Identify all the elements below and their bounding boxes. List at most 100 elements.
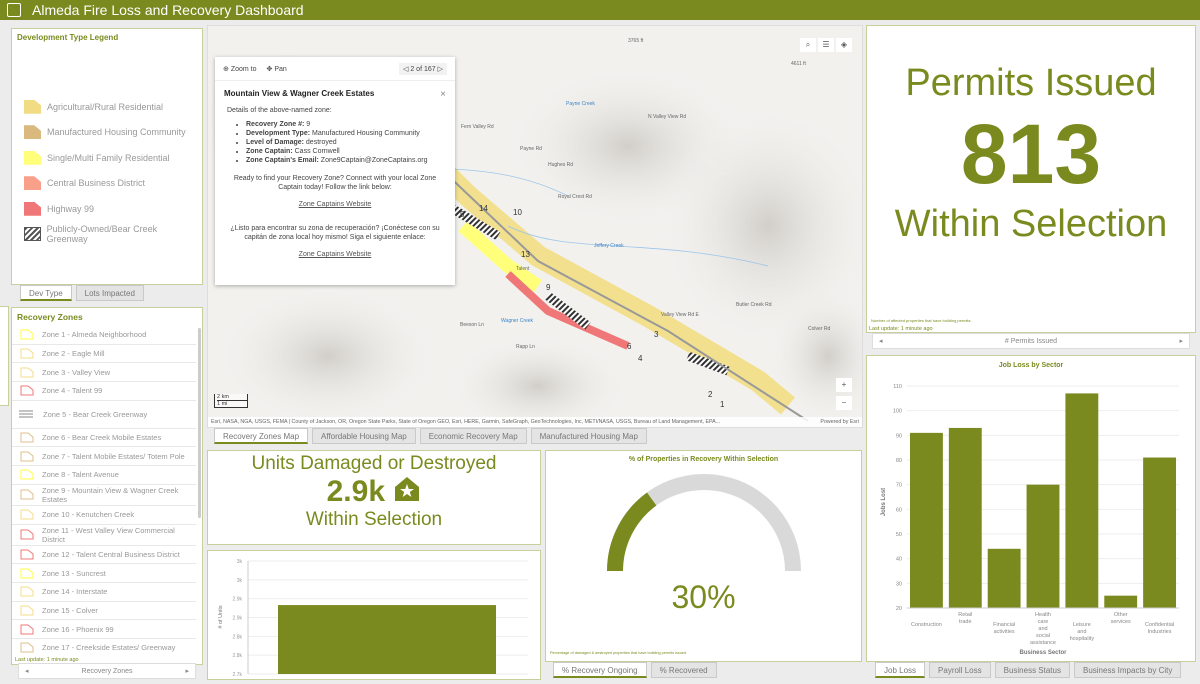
zone-list-item[interactable]: Zone 14 - Interstate [12, 583, 196, 602]
next-arrow-icon[interactable]: ▸ [1179, 338, 1183, 345]
next-arrow-icon[interactable]: ▸ [185, 668, 189, 675]
map-zone-number[interactable]: 9 [546, 283, 551, 292]
job-bar[interactable] [1065, 393, 1099, 608]
map-view[interactable]: 3765 ft 4611 ft Payne Creek Fern Valley Rd H… [207, 25, 863, 428]
popup-cta-en: Ready to find your Recovery Zone? Connec… [233, 175, 437, 191]
y-tick-label: 70 [896, 483, 902, 489]
map-place-label: Butler Creek Rd [736, 302, 772, 308]
legend-item: Highway 99 [17, 196, 197, 222]
gauge-note: Percentage of damaged & destroyed proper… [550, 651, 687, 655]
prev-arrow-icon[interactable]: ◂ [25, 668, 29, 675]
next-feature-icon[interactable]: ▷ [437, 65, 443, 73]
tab-affordable-housing-map[interactable]: Affordable Housing Map [312, 428, 416, 444]
tab-economic-recovery-map[interactable]: Economic Recovery Map [419, 428, 527, 444]
zone-label: Zone 12 - Talent Central Business Distri… [42, 549, 180, 559]
zone-list-item[interactable]: Zone 4 - Talent 99 [12, 382, 196, 401]
map-place-label: Payne Creek [566, 101, 595, 107]
job-bar[interactable] [1143, 457, 1176, 608]
y-tick-label: 3k [237, 559, 243, 565]
zone-list-item[interactable]: Zone 10 - Kenutchen Creek [12, 506, 196, 525]
tab-business-status[interactable]: Business Status [994, 662, 1070, 678]
zone-list-item[interactable]: Zone 7 - Talent Mobile Estates/ Totem Po… [12, 447, 196, 467]
map-zone-number[interactable]: 1 [720, 400, 725, 409]
prev-arrow-icon[interactable]: ◂ [879, 338, 883, 345]
map-layers-button[interactable]: ◈ [836, 38, 852, 52]
zone-captains-link[interactable]: Zone Captains Website [298, 201, 372, 208]
map-zone-number[interactable]: 14 [479, 204, 488, 213]
zone-list-item[interactable]: Zone 9 - Mountain View & Wagner Creek Es… [12, 485, 196, 506]
map-legend-button[interactable]: ☰ [818, 38, 834, 52]
powered-by-esri[interactable]: Powered by Esri [820, 419, 859, 425]
gauge-track [607, 474, 801, 572]
zones-title: Recovery Zones [17, 312, 83, 322]
zone-list-item[interactable]: Zone 16 - Phoenix 99 [12, 620, 196, 639]
job-tabs: Job Loss Payroll Loss Business Status Busin… [875, 662, 1182, 678]
zoom-in-button[interactable]: + [836, 378, 852, 392]
job-bar[interactable] [910, 432, 943, 608]
recovery-gauge [607, 474, 801, 572]
zoom-out-button[interactable]: − [836, 396, 852, 410]
zone-label: Zone 15 - Colver [42, 605, 98, 615]
zone-list-item[interactable]: Zone 17 - Creekside Estates/ Greenway [12, 639, 196, 656]
map-zone-number[interactable]: 5 [460, 210, 465, 219]
zone-list-item[interactable]: Zone 11 - West Valley View Commercial Di… [12, 525, 196, 546]
tab-dev-type[interactable]: Dev Type [20, 285, 72, 301]
zone-list-item[interactable]: Zone 15 - Colver [12, 602, 196, 621]
tab-recovery-zones-map[interactable]: Recovery Zones Map [214, 428, 309, 444]
map-place-label: Fern Valley Rd [461, 124, 494, 130]
scale-mi: 1 mi [217, 400, 247, 407]
job-bar[interactable] [948, 427, 982, 608]
zone-list-item[interactable]: Zone 12 - Talent Central Business Distri… [12, 546, 196, 565]
zone-list: Zone 1 - Almeda Neighborhood Zone 2 - Eag… [12, 326, 196, 656]
zone-list-item[interactable]: Zone 13 - Suncrest [12, 564, 196, 583]
units-subtitle: Within Selection [305, 509, 443, 530]
zone-list-item[interactable]: Zone 2 - Eagle Mill [12, 345, 196, 364]
legend-label: Manufactured Housing Community [47, 127, 186, 138]
zone-list-item[interactable]: Zone 8 - Talent Avenue [12, 466, 196, 485]
tab-business-impacts-by-city[interactable]: Business Impacts by City [1073, 662, 1182, 678]
zone-captains-link-es[interactable]: Zone Captains Website [298, 251, 372, 258]
job-bar[interactable] [1104, 595, 1138, 608]
zones-scrollbar[interactable] [198, 328, 201, 518]
pan-button[interactable]: ✥ Pan [266, 65, 287, 73]
tab-lots-impacted[interactable]: Lots Impacted [75, 285, 144, 301]
y-tick-label: 20 [896, 606, 902, 612]
legend-title: Development Type Legend [17, 33, 119, 42]
close-icon[interactable]: × [440, 89, 446, 100]
job-bar[interactable] [1026, 484, 1060, 608]
scale-bar: 2 km 1 mi [214, 394, 248, 408]
map-place-label: Beeson Ln [460, 322, 484, 328]
field-value: Manufactured Housing Community [310, 130, 420, 137]
gauge-title: % of Properties in Recovery Within Selec… [628, 456, 779, 463]
job-loss-panel: Job Loss by Sector 20 30 40 50 60 70 80 90 100 11… [866, 355, 1196, 662]
map-zone-number[interactable]: 13 [521, 250, 530, 259]
legend-label: Agricultural/Rural Residential [47, 101, 164, 112]
zoom-to-button[interactable]: ⊕ Zoom to [223, 65, 257, 73]
popup-fields: Recovery Zone #: 9Development Type: Manu… [246, 120, 446, 165]
zone-label: Zone 8 - Talent Avenue [42, 470, 119, 480]
zone-label: Zone 2 - Eagle Mill [42, 349, 105, 359]
zone-list-item[interactable]: Zone 3 - Valley View [12, 363, 196, 383]
map-search-button[interactable]: ⌕ [800, 38, 816, 52]
collapse-handle[interactable] [0, 306, 9, 406]
prev-feature-icon[interactable]: ◁ [403, 65, 409, 73]
tab--recovery-ongoing[interactable]: % Recovery Ongoing [553, 662, 647, 678]
job-bar[interactable] [987, 548, 1021, 608]
map-zone-number[interactable]: 4 [638, 354, 643, 363]
greenway-lines-icon [19, 410, 33, 418]
zone-list-item[interactable]: Zone 6 - Bear Creek Mobile Estates [12, 429, 196, 448]
units-bar[interactable] [278, 605, 496, 674]
tab-payroll-loss[interactable]: Payroll Loss [929, 662, 991, 678]
units-indicator: Units Damaged or Destroyed 2.9k Within S… [207, 450, 541, 545]
tab-job-loss[interactable]: Job Loss [875, 662, 926, 678]
zone-list-item[interactable]: Zone 5 - Bear Creek Greenway [12, 401, 196, 429]
tab--recovered[interactable]: % Recovered [650, 662, 717, 678]
job-chart-title: Job Loss by Sector [998, 362, 1064, 369]
map-zone-number[interactable]: 6 [627, 342, 632, 351]
map-zone-number[interactable]: 2 [708, 390, 713, 399]
legend-label: Publicly-Owned/Bear Creek Greenway [46, 224, 158, 245]
tab-manufactured-housing-map[interactable]: Manufactured Housing Map [530, 428, 647, 444]
map-zone-number[interactable]: 3 [654, 330, 659, 339]
zone-list-item[interactable]: Zone 1 - Almeda Neighborhood [12, 326, 196, 345]
map-zone-number[interactable]: 10 [513, 208, 522, 217]
